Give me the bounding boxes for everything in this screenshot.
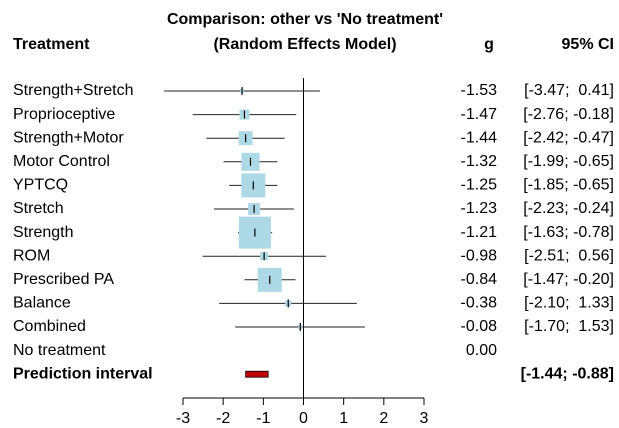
ci-label: [-1.47; -0.20] bbox=[523, 271, 614, 288]
ci-label: [-2.76; -0.18] bbox=[523, 106, 614, 123]
row-label: Balance bbox=[13, 295, 71, 312]
row-label: Strength+Motor bbox=[13, 129, 124, 146]
column-header: Treatment bbox=[13, 36, 90, 53]
estimate-label: -1.53 bbox=[461, 82, 498, 99]
x-tick-label: 0 bbox=[299, 410, 308, 427]
row-label: ROM bbox=[13, 247, 50, 264]
ci-label: [-2.23; -0.24] bbox=[523, 200, 614, 217]
ci-label: [-2.10; 1.33] bbox=[524, 295, 614, 312]
x-tick-label: -1 bbox=[256, 410, 270, 427]
prediction-label: Prediction interval bbox=[13, 365, 153, 382]
x-tick-label: -2 bbox=[216, 410, 230, 427]
x-tick-label: 2 bbox=[379, 410, 388, 427]
row-label: Strength+Stretch bbox=[13, 82, 134, 99]
x-tick-label: -3 bbox=[176, 410, 190, 427]
estimate-label: -1.23 bbox=[461, 200, 498, 217]
row-label: Stretch bbox=[13, 200, 64, 217]
estimate-label: -0.08 bbox=[461, 318, 498, 335]
estimate-label: 0.00 bbox=[466, 342, 497, 359]
column-header: 95% CI bbox=[562, 36, 614, 53]
column-header: g bbox=[484, 36, 494, 53]
estimate-label: -0.84 bbox=[461, 271, 498, 288]
estimate-label: -1.44 bbox=[461, 129, 498, 146]
estimate-label: -1.47 bbox=[461, 106, 498, 123]
estimate-label: -1.32 bbox=[461, 153, 498, 170]
ci-label: [-3.47; 0.41] bbox=[524, 82, 614, 99]
row-label: Strength bbox=[13, 224, 73, 241]
ci-label: [-2.42; -0.47] bbox=[523, 129, 614, 146]
ci-label: [-1.99; -0.65] bbox=[523, 153, 614, 170]
estimate-label: -1.21 bbox=[461, 224, 498, 241]
prediction-interval bbox=[245, 370, 269, 378]
prediction-ci-label: [-1.44; -0.88] bbox=[521, 365, 614, 382]
x-tick-label: 3 bbox=[420, 410, 429, 427]
x-tick-label: 1 bbox=[339, 410, 348, 427]
ci-label: [-2.51; 0.56] bbox=[524, 247, 614, 264]
ci-label: [-1.85; -0.65] bbox=[523, 177, 614, 194]
estimate-label: -0.98 bbox=[461, 247, 498, 264]
chart-title: Comparison: other vs 'No treatment' bbox=[167, 11, 443, 28]
ci-label: [-1.63; -0.78] bbox=[523, 224, 614, 241]
row-label: Prescribed PA bbox=[13, 271, 114, 288]
ci-label: [-1.70; 1.53] bbox=[524, 318, 614, 335]
chart-subtitle: (Random Effects Model) bbox=[213, 36, 396, 53]
row-label: Combined bbox=[13, 318, 86, 335]
row-label: Proprioceptive bbox=[13, 106, 115, 123]
row-label: No treatment bbox=[13, 342, 106, 359]
estimate-label: -1.25 bbox=[461, 177, 498, 194]
row-label: YPTCQ bbox=[13, 177, 68, 194]
row-label: Motor Control bbox=[13, 153, 110, 170]
estimate-label: -0.38 bbox=[461, 295, 498, 312]
